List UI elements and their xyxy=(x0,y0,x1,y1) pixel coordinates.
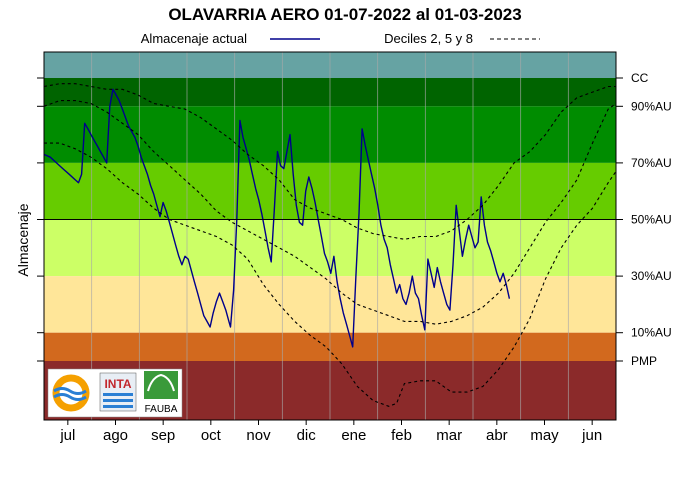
month-labels: jul ago sep oct nov dic ene feb mar abr may jun xyxy=(59,420,602,444)
month-label: feb xyxy=(391,427,412,444)
series-decile-line xyxy=(43,100,617,325)
legend-actual-label: Almacenaje actual xyxy=(141,31,247,46)
chart-title: OLAVARRIA AERO 01-07-2022 al 01-03-2023 xyxy=(168,5,521,24)
month-label: may xyxy=(530,427,559,444)
month-gridlines xyxy=(91,52,569,420)
plot-frame xyxy=(43,51,617,421)
level-label: PMP xyxy=(631,354,657,368)
series-actual-line xyxy=(43,88,511,348)
month-label: sep xyxy=(151,427,175,444)
series-group xyxy=(43,83,617,407)
month-label: dic xyxy=(297,427,317,444)
fauba-logo-text: FAUBA xyxy=(145,404,178,415)
month-label: jul xyxy=(59,427,75,444)
month-label: ene xyxy=(341,427,366,444)
legend: Almacenaje actual Deciles 2, 5 y 8 xyxy=(141,31,540,46)
level-label: CC xyxy=(631,71,649,85)
series-decile-line xyxy=(44,142,617,407)
ora-logo xyxy=(52,374,90,412)
month-label: mar xyxy=(436,427,462,444)
axes xyxy=(43,51,617,421)
month-label: nov xyxy=(246,427,271,444)
y-axis-label: Almacenaje xyxy=(15,203,31,276)
level-label: 70%AU xyxy=(631,156,672,170)
level-label: 50%AU xyxy=(631,213,672,227)
inta-logo: INTA xyxy=(99,372,137,412)
month-label: ago xyxy=(103,427,128,444)
inta-logo-text: INTA xyxy=(104,377,131,391)
month-label: jun xyxy=(581,427,602,444)
month-label: oct xyxy=(201,427,222,444)
level-label: 90%AU xyxy=(631,99,672,113)
level-label: 30%AU xyxy=(631,269,672,283)
level-labels: CC 90%AU 70%AU 50%AU 30%AU 10%AU PMP xyxy=(37,71,672,368)
logo-group: INTA FAUBA xyxy=(47,368,183,418)
month-label: abr xyxy=(486,427,508,444)
fauba-logo: FAUBA xyxy=(144,371,178,415)
legend-deciles-label: Deciles 2, 5 y 8 xyxy=(384,31,473,46)
series-decile-line xyxy=(43,83,616,240)
level-label: 10%AU xyxy=(631,326,672,340)
